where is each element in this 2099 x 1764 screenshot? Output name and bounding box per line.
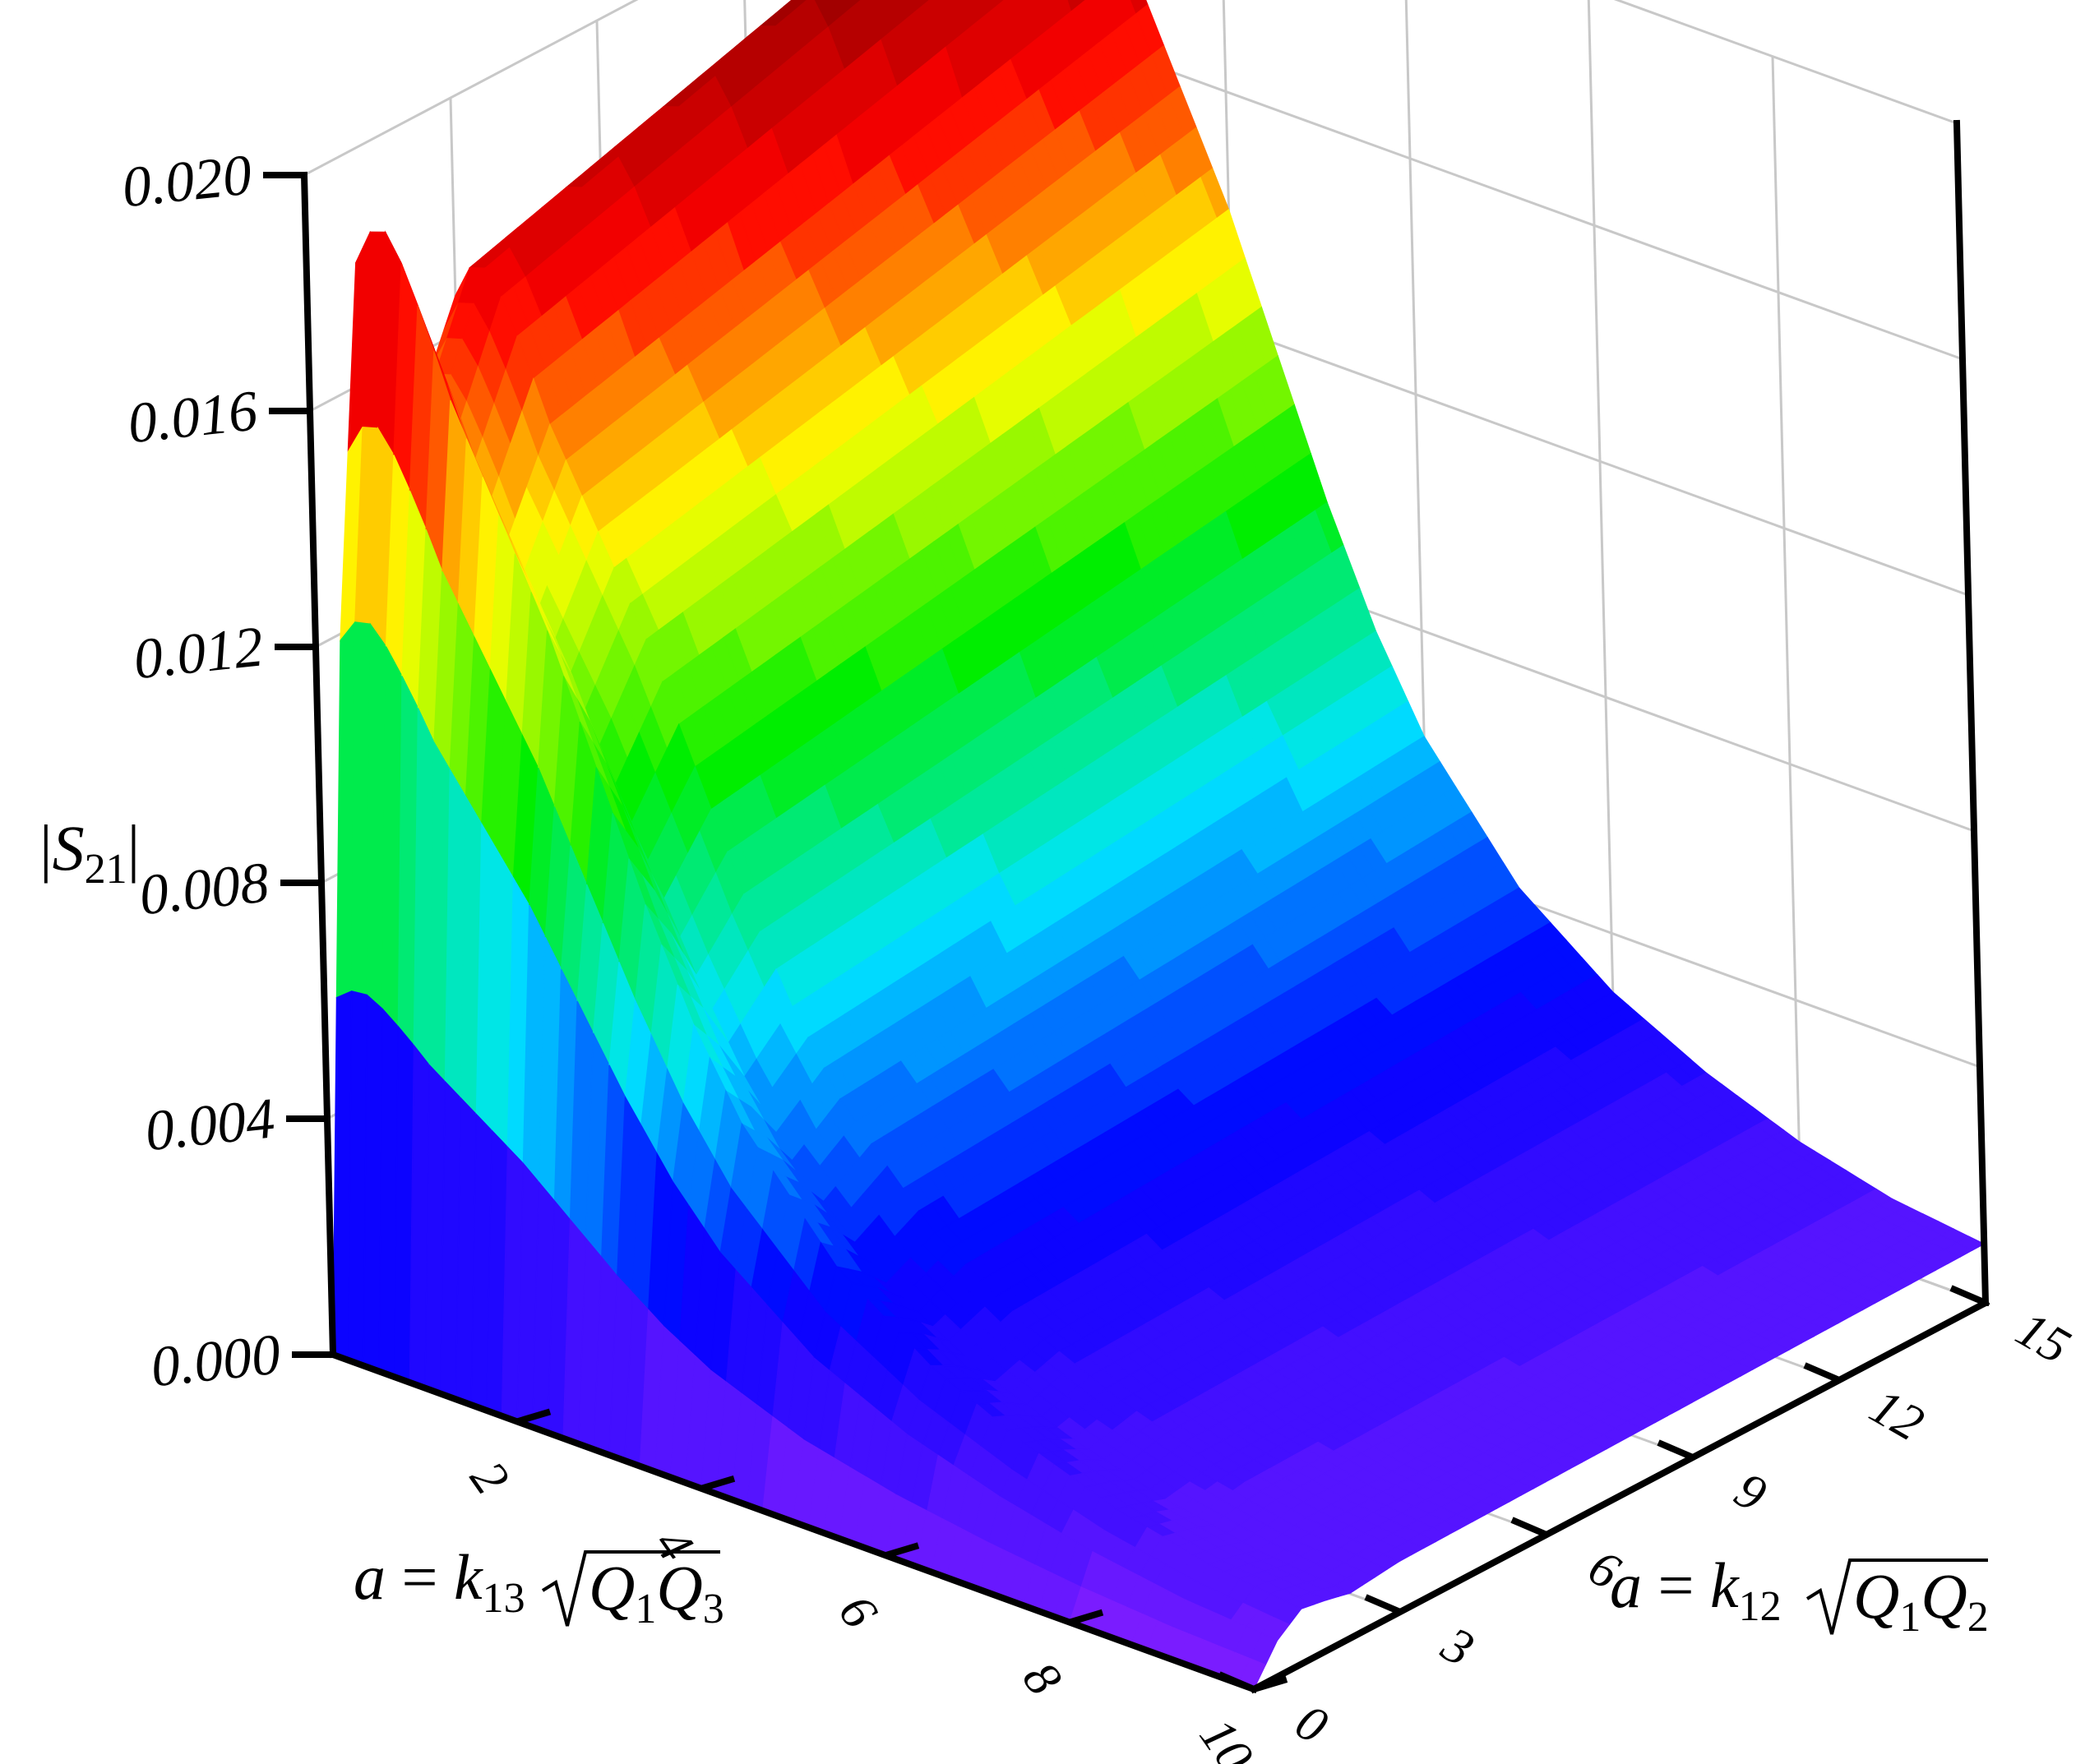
x-label-q1: Q	[589, 1552, 635, 1623]
x-label-q2: Q	[656, 1552, 702, 1623]
grid-line	[1771, 56, 1803, 1236]
y-tick	[1803, 1362, 1841, 1383]
svg-text:a = k13: a = k13	[354, 1541, 525, 1622]
z-tick-label: 0.016	[125, 379, 261, 455]
y-axis-line	[1249, 1298, 1990, 1694]
x-label-sqrt-sign	[541, 1550, 720, 1627]
x-axis-label: a = k13 Q1Q3	[354, 1541, 724, 1632]
y-tick-label: 12	[1861, 1378, 1933, 1452]
axes-layer	[300, 119, 1990, 1694]
surface-layer	[332, 0, 1986, 1690]
y-label-k: k	[1710, 1549, 1740, 1621]
grid-line	[303, 0, 639, 177]
x-tick-label: 2	[460, 1452, 520, 1504]
y-tick-label: 9	[1726, 1462, 1776, 1522]
z-tick-label: 0.012	[131, 615, 266, 691]
y-tick-label: 0	[1287, 1693, 1337, 1754]
z-axis-line	[300, 171, 337, 1359]
x-label-q2sub: 3	[703, 1586, 724, 1632]
x-tick	[884, 1542, 920, 1559]
x-label-lhs: a	[354, 1541, 386, 1613]
y-label-q1: Q	[1853, 1560, 1899, 1632]
z-label-prefix: |	[39, 812, 53, 884]
y-tick	[1657, 1439, 1694, 1461]
y-label-q2sub: 2	[1967, 1594, 1989, 1641]
z-axis-right-line	[1953, 119, 1990, 1307]
y-tick	[1510, 1517, 1548, 1538]
x-tick-label: 6	[828, 1586, 888, 1638]
z-tick-label: 0.020	[119, 143, 255, 219]
x-tick	[516, 1408, 552, 1425]
x-tick-label: 10	[1189, 1709, 1264, 1764]
x-label-eq: =	[386, 1541, 454, 1613]
z-axis-label: |S21|	[39, 812, 140, 893]
y-label-lhs: a	[1610, 1549, 1642, 1621]
z-tick-label: 0.000	[148, 1323, 284, 1399]
z-label-sub: 21	[85, 846, 127, 893]
grid-line	[1613, 0, 1958, 125]
y-label-ksub: 12	[1739, 1583, 1782, 1630]
z-tick-label: 0.004	[142, 1087, 278, 1163]
svg-text:a = k12: a = k12	[1610, 1549, 1782, 1630]
x-tick-label: 8	[1012, 1652, 1072, 1705]
x-label-k: k	[454, 1541, 483, 1613]
y-label-sqrt-sign	[1805, 1559, 1988, 1635]
z-label-var: S	[53, 812, 85, 884]
y-tick-label: 15	[2007, 1301, 2079, 1375]
x-label-q1sub: 1	[635, 1586, 656, 1632]
y-tick	[1364, 1594, 1402, 1615]
y-tick-label: 3	[1432, 1616, 1483, 1678]
z-tick-label: 0.008	[136, 851, 272, 927]
svg-text:Q1Q3: Q1Q3	[589, 1552, 724, 1632]
x-tick	[700, 1475, 736, 1492]
y-label-q1sub: 1	[1899, 1594, 1921, 1641]
grid-line	[1587, 0, 1619, 1170]
x-label-ksub: 13	[483, 1575, 525, 1622]
grid-line	[1041, 23, 1963, 361]
svg-text:Q1Q2: Q1Q2	[1853, 1560, 1989, 1641]
y-tick	[1218, 1671, 1255, 1692]
z-label-suffix: |	[127, 812, 141, 884]
y-label-eq: =	[1642, 1549, 1710, 1621]
y-label-q2: Q	[1921, 1560, 1967, 1632]
x-tick	[1068, 1609, 1104, 1626]
y-tick	[1949, 1285, 1987, 1306]
y-axis-label: a = k12 Q1Q2	[1610, 1549, 1989, 1641]
x-axis-line	[328, 1350, 1259, 1694]
x-tick	[1252, 1676, 1288, 1692]
